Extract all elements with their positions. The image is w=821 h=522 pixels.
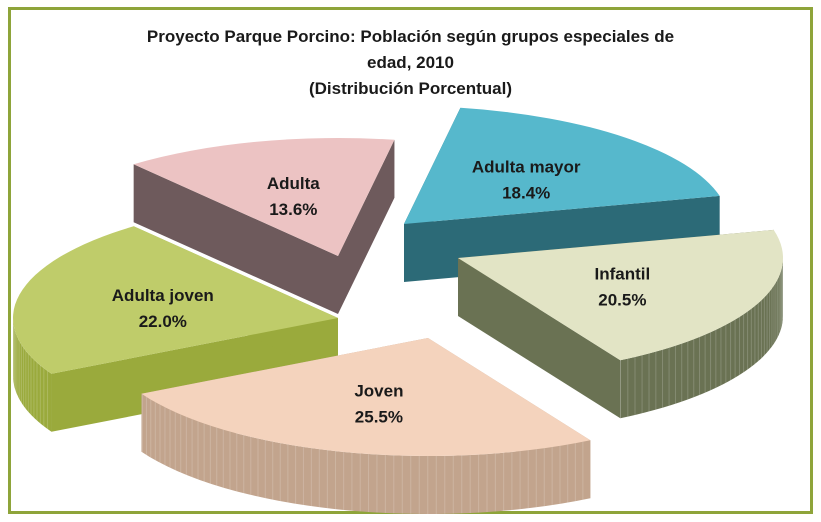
slice-adulta: Adulta 13.6% bbox=[133, 137, 395, 314]
slice-top-joven bbox=[141, 338, 591, 456]
slice-wall-infantil-1 bbox=[458, 258, 621, 419]
slice-label-adulta: Adulta bbox=[267, 174, 320, 193]
slice-wall-adulta-1 bbox=[338, 139, 395, 314]
slice-top-infantil bbox=[458, 229, 783, 361]
slice-infantil: Infantil 20.5% bbox=[458, 229, 784, 419]
slice-label-infantil: Infantil bbox=[595, 265, 651, 284]
chart-title-line-2: edad, 2010 bbox=[367, 53, 454, 72]
slice-wall-adulta-0 bbox=[133, 164, 338, 314]
slice-rim-joven bbox=[141, 393, 591, 515]
slice-rim-adulta-joven bbox=[13, 318, 52, 432]
slice-rim-infantil bbox=[620, 258, 783, 419]
slice-top-adulta-mayor bbox=[404, 107, 720, 224]
slice-wall-adulta-joven-0 bbox=[51, 318, 338, 432]
slice-value-adulta-joven: 22.0% bbox=[139, 312, 187, 331]
slice-value-infantil: 20.5% bbox=[598, 291, 646, 310]
slice-label-joven: Joven bbox=[354, 381, 403, 400]
chart-title: Proyecto Parque Porcino: Población según… bbox=[0, 24, 821, 102]
slice-label-adulta-joven: Adulta joven bbox=[112, 286, 214, 305]
slice-value-adulta: 13.6% bbox=[269, 200, 317, 219]
slice-label-adulta-mayor: Adulta mayor bbox=[472, 158, 581, 177]
slice-value-joven: 25.5% bbox=[355, 407, 403, 426]
chart-title-line-1: Proyecto Parque Porcino: Población según… bbox=[146, 27, 675, 46]
chart-title-line-3: (Distribución Porcentual) bbox=[308, 79, 513, 98]
slice-joven: Joven 25.5% bbox=[141, 338, 591, 515]
slice-top-adulta-joven bbox=[12, 226, 338, 374]
slice-adulta-joven: Adulta joven 22.0% bbox=[12, 226, 338, 432]
slice-top-adulta bbox=[133, 137, 395, 256]
slice-value-adulta-mayor: 18.4% bbox=[502, 184, 550, 203]
